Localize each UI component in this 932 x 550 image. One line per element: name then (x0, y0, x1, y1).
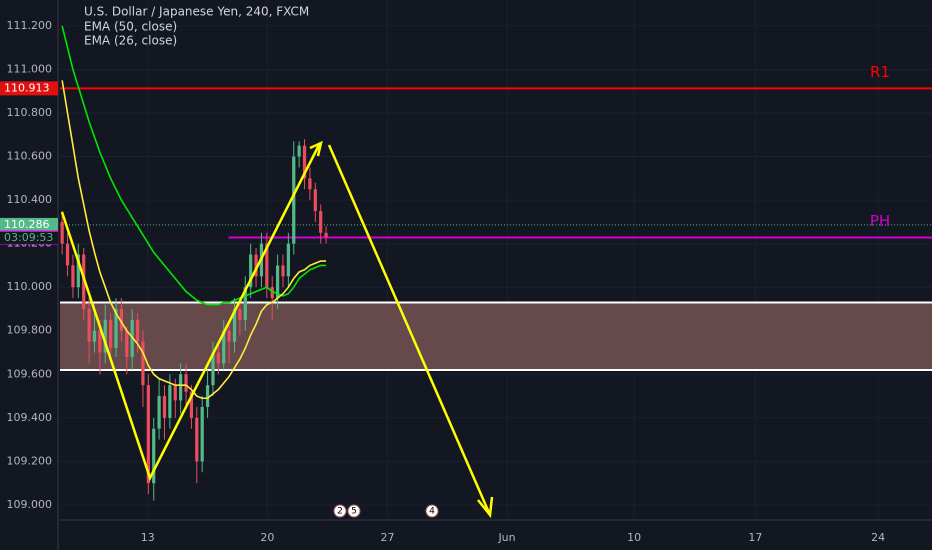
candle-body (152, 428, 156, 484)
candle-body (238, 308, 242, 320)
x-tick-label: 13 (141, 531, 155, 544)
zigzag-arrow (60, 142, 322, 482)
candle-body (141, 341, 145, 386)
candle-body (189, 391, 194, 418)
candle-body (125, 330, 129, 357)
candle-body (173, 385, 177, 401)
arrow-drawings (60, 140, 494, 519)
candle-body (200, 406, 204, 462)
candle-body (227, 330, 231, 342)
candle-body (232, 308, 237, 342)
arrow-head (477, 496, 494, 519)
candle-body (216, 352, 220, 364)
level-label: R1 (870, 63, 890, 81)
candle-body (297, 145, 301, 157)
candle-body (119, 308, 124, 331)
event-badge-label: 5 (351, 507, 357, 517)
candle-body (179, 374, 183, 401)
candle-body (92, 330, 97, 342)
candle-body (103, 319, 107, 353)
candle-body (98, 330, 102, 353)
y-tick-label: 111.000 (7, 62, 53, 75)
price-tag-label: 110.286 (4, 218, 50, 231)
candle-body (211, 352, 215, 386)
price-tag (0, 81, 58, 96)
candle-body (157, 396, 161, 429)
y-tick-label: 110.600 (7, 150, 53, 163)
candle-body (60, 221, 64, 244)
event-badge (333, 504, 347, 518)
y-tick-label: 111.200 (7, 19, 53, 32)
candle-body (249, 254, 253, 288)
x-tick-label: 10 (627, 531, 641, 544)
candle-body (195, 417, 199, 462)
candle-body (324, 232, 328, 238)
countdown-bg (0, 231, 58, 244)
y-tick-label: 109.800 (7, 324, 53, 337)
x-tick-label: 17 (748, 531, 762, 544)
candle-body (205, 385, 210, 407)
candle-body (76, 254, 80, 288)
event-badge (425, 504, 439, 518)
price-tag-label: 110.913 (4, 81, 50, 94)
y-tick-label: 110.800 (7, 106, 53, 119)
legend-entry: EMA (26, close) (84, 34, 177, 48)
price-tag (0, 217, 58, 232)
y-tick-label: 109.200 (7, 454, 53, 467)
candle-body (254, 254, 258, 277)
candle-body (313, 189, 317, 211)
candle-body (319, 210, 323, 233)
y-tick-label: 109.400 (7, 411, 53, 424)
candle-body (109, 319, 113, 349)
x-tick-label: 24 (871, 531, 885, 544)
candle-body (168, 385, 172, 418)
candle-body (270, 287, 274, 299)
candle-body (82, 254, 86, 309)
countdown: 03:09:53 (4, 231, 53, 244)
down-arrow (327, 144, 492, 516)
candle-body (281, 265, 285, 277)
candle-body (87, 308, 91, 342)
y-tick-label: 110.400 (7, 193, 53, 206)
x-tick-label: 20 (260, 531, 274, 544)
candle-body (146, 385, 150, 484)
level-label: PH (870, 212, 890, 230)
candle-body (114, 308, 118, 349)
y-tick-label: 109.600 (7, 367, 53, 380)
candle-body (308, 178, 312, 190)
y-tick-label: 110.000 (7, 280, 53, 293)
event-badge-label: 2 (337, 507, 343, 517)
zone (60, 302, 932, 370)
y-tick-label: 109.000 (7, 498, 53, 511)
candle-body (71, 265, 75, 288)
candle-body (302, 145, 307, 179)
candle-body (286, 243, 290, 277)
legend-title: U.S. Dollar / Japanese Yen, 240, FXCM (84, 5, 309, 19)
legend-entry: EMA (50, close) (84, 20, 177, 34)
event-badge (347, 504, 361, 518)
candle-body (184, 374, 188, 392)
ema-line (61, 25, 327, 306)
candle-body (292, 156, 296, 244)
x-tick-label: 27 (380, 531, 394, 544)
candle-body (222, 330, 226, 364)
x-tick-label: Jun (497, 531, 515, 544)
candle-body (135, 319, 140, 342)
candle-body (65, 243, 70, 266)
event-badge-label: 4 (429, 507, 435, 517)
arrow-head (309, 140, 323, 157)
candle-body (275, 265, 280, 299)
candle-body (243, 287, 247, 320)
candle-body (265, 243, 269, 288)
candle-body (162, 396, 167, 418)
